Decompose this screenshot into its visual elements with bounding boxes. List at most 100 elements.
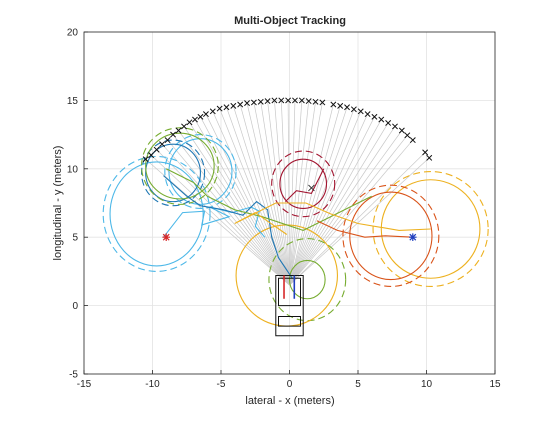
lidar-detection-mark [142, 156, 149, 163]
target-x-marker [308, 184, 315, 192]
lidar-detection-mark [378, 116, 385, 123]
lidar-detection-mark [344, 104, 350, 111]
lidar-detection-mark [364, 111, 371, 118]
uncertainty-ellipse [380, 179, 481, 279]
lidar-detection-mark [230, 102, 237, 109]
uncertainty-ellipse [145, 132, 215, 200]
uncertainty-ellipse-dashed [140, 139, 206, 207]
sensor-ray [289, 116, 375, 286]
track-paths [163, 168, 431, 279]
sensor-ray [289, 105, 341, 286]
sensor-ray [212, 111, 290, 286]
lidar-detection-mark [426, 154, 433, 161]
x-tick-label: -10 [145, 379, 160, 390]
sensor-ray [226, 107, 290, 286]
x-tick-label: -15 [77, 379, 92, 390]
sensor-ray [172, 134, 290, 286]
lidar-detection-mark [409, 137, 416, 144]
sensor-ray [289, 130, 403, 286]
x-tick-label: 10 [421, 379, 433, 390]
lidar-detection-mark [350, 106, 357, 113]
track-ellipses [102, 127, 489, 327]
x-tick-label: -5 [217, 379, 226, 390]
lidar-detection-mark [153, 146, 160, 153]
lidar-detection-mark [298, 97, 305, 104]
uncertainty-ellipse [109, 161, 204, 267]
lidar-detection-mark [202, 111, 209, 118]
y-tick-label: 0 [72, 301, 78, 312]
sensor-ray [194, 119, 290, 286]
sensor-ray [287, 100, 290, 286]
lidar-detection-mark [371, 113, 378, 120]
lidar-detection-mark [278, 97, 285, 104]
lidar-detection-mark [244, 100, 250, 107]
x-tick-label: 0 [287, 379, 293, 390]
lidar-detection-mark [312, 98, 319, 105]
lidar-detection-mark [148, 152, 155, 159]
y-tick-label: 15 [67, 96, 79, 107]
lidar-detection-mark [422, 149, 429, 156]
lidar-detection-mark [392, 123, 398, 130]
sensor-ray [289, 101, 310, 286]
y-tick-label: 5 [72, 233, 78, 244]
ego-vehicle [275, 275, 304, 337]
x-tick-label: 5 [355, 379, 361, 390]
uncertainty-ellipse [145, 143, 202, 203]
chart-title: Multi-Object Tracking [234, 15, 346, 27]
uncertainty-ellipse [168, 138, 233, 205]
uncertainty-ellipse [279, 158, 328, 210]
lidar-detection-mark [237, 101, 244, 108]
sensor-ray [289, 109, 355, 286]
uncertainty-ellipse [288, 259, 326, 300]
lidar-detection-mark [223, 104, 230, 111]
sensor-ray [289, 122, 389, 286]
track-path [234, 202, 431, 235]
sensor-ray [246, 103, 290, 286]
lidar-detection-mark [209, 108, 216, 115]
sensor-ray [289, 119, 382, 286]
sensor-ray [280, 100, 290, 286]
sensor-ray [289, 100, 303, 286]
target-star-marker [162, 233, 170, 241]
lidar-detection-mark [404, 132, 411, 139]
lidar-detection-mark [398, 127, 405, 134]
lidar-detection-mark [264, 98, 271, 105]
track-path [316, 220, 413, 238]
track-path [285, 168, 325, 202]
sensor-ray [232, 105, 290, 286]
uncertainty-ellipse-dashed [271, 150, 336, 218]
uncertainty-ellipse [349, 191, 433, 281]
vehicle-front [278, 277, 301, 307]
x-axis-label: lateral - x (meters) [245, 395, 334, 407]
tick-labels: -15 -10 -5 0 5 10 15 -5 0 5 10 15 20 [67, 28, 501, 391]
sensor-ray [189, 122, 290, 286]
sensor-ray [150, 154, 290, 286]
sensor-ray [260, 101, 290, 286]
sensor-ray [178, 130, 290, 286]
track-path [163, 175, 293, 279]
lidar-detection-mark [257, 98, 264, 105]
sensor-ray [239, 104, 290, 286]
uncertainty-ellipse-dashed [342, 184, 440, 287]
lidar-detection-mark [164, 137, 171, 144]
y-tick-label: 10 [67, 164, 79, 175]
lidar-detection-mark [159, 141, 166, 148]
uncertainty-ellipse-dashed [268, 238, 347, 322]
lidar-detection-mark [357, 108, 364, 115]
uncertainty-ellipse-dashed [372, 170, 489, 287]
lidar-detection-mark [197, 113, 204, 120]
sensor-ray [145, 158, 290, 286]
uncertainty-ellipse-dashed [140, 127, 219, 205]
lidar-detection-mark [271, 97, 278, 104]
lidar-detection-mark [181, 123, 187, 130]
uncertainty-ellipse-dashed [102, 155, 211, 272]
detection-markers [142, 97, 433, 241]
uncertainty-ellipse-dashed [164, 134, 237, 210]
y-tick-label: 20 [67, 28, 79, 39]
y-tick-label: -5 [69, 370, 78, 381]
lidar-detection-mark [385, 120, 392, 126]
lidar-detection-mark [170, 131, 177, 138]
lidar-detection-mark [216, 105, 223, 112]
